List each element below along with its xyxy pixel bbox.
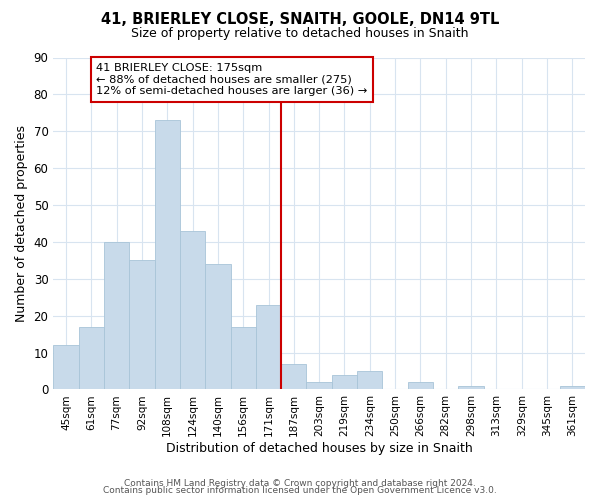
Bar xyxy=(230,327,256,390)
Bar xyxy=(79,327,104,390)
Bar xyxy=(307,382,332,390)
Bar xyxy=(180,231,205,390)
Text: Contains HM Land Registry data © Crown copyright and database right 2024.: Contains HM Land Registry data © Crown c… xyxy=(124,478,476,488)
Y-axis label: Number of detached properties: Number of detached properties xyxy=(15,125,28,322)
Bar xyxy=(256,304,281,390)
Bar xyxy=(560,386,585,390)
Bar xyxy=(281,364,307,390)
Text: 41 BRIERLEY CLOSE: 175sqm
← 88% of detached houses are smaller (275)
12% of semi: 41 BRIERLEY CLOSE: 175sqm ← 88% of detac… xyxy=(97,63,368,96)
Bar xyxy=(458,386,484,390)
Bar xyxy=(205,264,230,390)
Bar xyxy=(155,120,180,390)
Bar xyxy=(53,345,79,390)
Bar xyxy=(332,374,357,390)
Bar xyxy=(129,260,155,390)
Bar xyxy=(357,371,382,390)
Bar xyxy=(104,242,129,390)
Text: 41, BRIERLEY CLOSE, SNAITH, GOOLE, DN14 9TL: 41, BRIERLEY CLOSE, SNAITH, GOOLE, DN14 … xyxy=(101,12,499,28)
Bar xyxy=(408,382,433,390)
Text: Contains public sector information licensed under the Open Government Licence v3: Contains public sector information licen… xyxy=(103,486,497,495)
X-axis label: Distribution of detached houses by size in Snaith: Distribution of detached houses by size … xyxy=(166,442,473,455)
Text: Size of property relative to detached houses in Snaith: Size of property relative to detached ho… xyxy=(131,28,469,40)
